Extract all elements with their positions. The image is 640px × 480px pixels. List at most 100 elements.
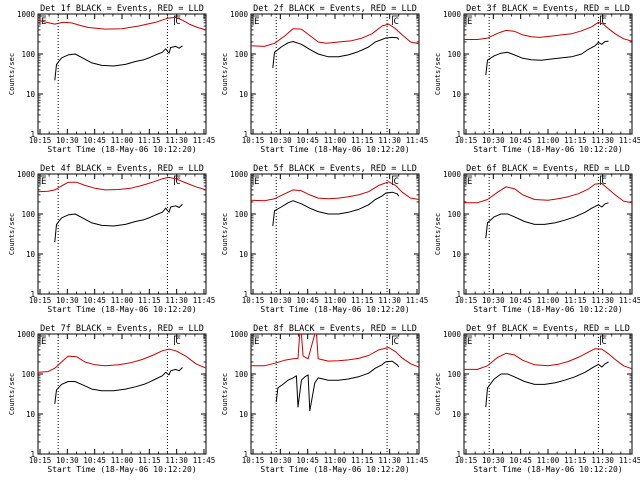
flag-marker: [39, 15, 46, 25]
x-tick-label: 11:45: [619, 296, 640, 305]
x-tick-label: 11:30: [378, 136, 401, 145]
x-tick-label: 11:45: [406, 136, 429, 145]
x-tick-label: 10:45: [509, 456, 532, 465]
flag-label: C: [175, 17, 180, 27]
chart-title: Det 4f BLACK = Events, RED = LLD: [40, 164, 204, 174]
y-tick-label: 1: [243, 290, 248, 299]
x-tick-label: 11:30: [591, 456, 614, 465]
series-events-line: [485, 202, 609, 239]
series-lld-line: [38, 16, 206, 31]
x-axis-title: Start Time (18-May-06 10:12:20): [260, 305, 409, 314]
x-tick-label: 11:45: [406, 456, 429, 465]
chart-panel-9: Det 9f BLACK = Events, RED = LLD 1 10 100 10…: [434, 324, 640, 474]
y-tick-label: 1000: [443, 10, 462, 19]
x-tick-label: 10:15: [242, 136, 265, 145]
x-tick-label: 10:15: [455, 136, 478, 145]
y-tick-label: 10: [452, 410, 462, 419]
y-axis-title: Counts/sec: [8, 373, 16, 415]
y-tick-label: 100: [234, 210, 248, 219]
x-tick-label: 11:30: [591, 136, 614, 145]
series-events-line: [485, 361, 609, 408]
flag-marker: [174, 335, 181, 345]
flag-label: E: [254, 177, 259, 187]
y-tick-label: 10: [452, 250, 462, 259]
chart-panel-7: Det 7f BLACK = Events, RED = LLD 1 10 100 10…: [8, 324, 215, 474]
x-tick-label: 11:15: [351, 136, 374, 145]
x-tick-label: 11:15: [564, 136, 587, 145]
y-tick-label: 1: [30, 450, 35, 459]
x-tick-label: 10:15: [242, 296, 265, 305]
x-tick-label: 10:45: [509, 136, 532, 145]
y-tick-label: 100: [234, 370, 248, 379]
y-tick-label: 1000: [17, 330, 36, 339]
flag-label: E: [467, 17, 472, 27]
y-tick-label: 1: [30, 130, 35, 139]
y-tick-label: 1000: [230, 10, 249, 19]
chart-title: Det 9f BLACK = Events, RED = LLD: [466, 324, 630, 334]
x-tick-label: 10:30: [269, 136, 292, 145]
chart-title: Det 8f BLACK = Events, RED = LLD: [253, 324, 417, 334]
chart-panel-3: Det 3f BLACK = Events, RED = LLD 1 10 100 10…: [434, 4, 640, 154]
x-tick-label: 11:00: [537, 456, 560, 465]
y-axis-title: Counts/sec: [434, 373, 442, 415]
flag-marker: [465, 335, 472, 345]
x-tick-label: 10:45: [83, 136, 106, 145]
chart-title: Det 7f BLACK = Events, RED = LLD: [40, 324, 204, 334]
series-events-line: [272, 191, 400, 227]
x-tick-label: 11:30: [165, 136, 188, 145]
x-tick-label: 10:45: [83, 296, 106, 305]
x-axis-title: Start Time (18-May-06 10:12:20): [47, 145, 196, 154]
x-tick-label: 10:15: [455, 296, 478, 305]
x-tick-label: 10:45: [296, 136, 319, 145]
x-axis-title: Start Time (18-May-06 10:12:20): [473, 145, 622, 154]
flag-marker: [392, 175, 399, 185]
y-tick-label: 10: [239, 90, 249, 99]
flag-marker: [465, 15, 472, 25]
x-tick-label: 11:45: [193, 136, 216, 145]
flag-marker: [392, 335, 399, 345]
series-events-line: [275, 360, 400, 412]
x-tick-label: 11:00: [324, 136, 347, 145]
series-lld-line: [464, 21, 632, 42]
x-tick-label: 10:15: [29, 136, 52, 145]
chart-panel-8: Det 8f BLACK = Events, RED = LLD 1 10 100 10…: [221, 324, 428, 474]
flag-label: C: [393, 177, 398, 187]
y-tick-label: 100: [447, 370, 461, 379]
y-tick-label: 100: [234, 50, 248, 59]
x-tick-label: 11:00: [111, 296, 134, 305]
flag-marker: [174, 15, 181, 25]
x-tick-label: 11:00: [324, 456, 347, 465]
x-tick-label: 11:45: [193, 456, 216, 465]
x-tick-label: 11:30: [591, 296, 614, 305]
x-tick-label: 10:45: [83, 456, 106, 465]
x-tick-label: 11:30: [378, 296, 401, 305]
x-tick-label: 11:00: [111, 456, 134, 465]
flag-marker: [600, 15, 607, 25]
y-tick-label: 100: [21, 50, 35, 59]
y-axis-title: Counts/sec: [434, 213, 442, 255]
x-tick-label: 11:30: [165, 296, 188, 305]
x-tick-label: 11:00: [537, 136, 560, 145]
y-axis-title: Counts/sec: [221, 213, 229, 255]
y-tick-label: 1000: [17, 170, 36, 179]
flag-marker: [174, 175, 181, 185]
chart-panel-1: Det 1f BLACK = Events, RED = LLD 1 10 100 10…: [8, 4, 215, 154]
series-lld-line: [464, 348, 632, 370]
y-axis-title: Counts/sec: [221, 373, 229, 415]
series-lld-line: [251, 23, 419, 47]
chart-title: Det 5f BLACK = Events, RED = LLD: [253, 164, 417, 174]
series-lld-line: [38, 348, 206, 373]
x-tick-label: 10:30: [269, 296, 292, 305]
flag-marker: [600, 175, 607, 185]
chart-panel-4: Det 4f BLACK = Events, RED = LLD 1 10 100 10…: [8, 164, 215, 314]
flag-label: E: [41, 337, 46, 347]
x-tick-label: 11:15: [564, 296, 587, 305]
x-tick-label: 11:15: [564, 456, 587, 465]
y-tick-label: 10: [452, 90, 462, 99]
x-axis-title: Start Time (18-May-06 10:12:20): [260, 465, 409, 474]
y-tick-label: 1: [456, 130, 461, 139]
y-tick-label: 100: [447, 50, 461, 59]
x-tick-label: 10:45: [509, 296, 532, 305]
x-tick-label: 10:30: [56, 296, 79, 305]
